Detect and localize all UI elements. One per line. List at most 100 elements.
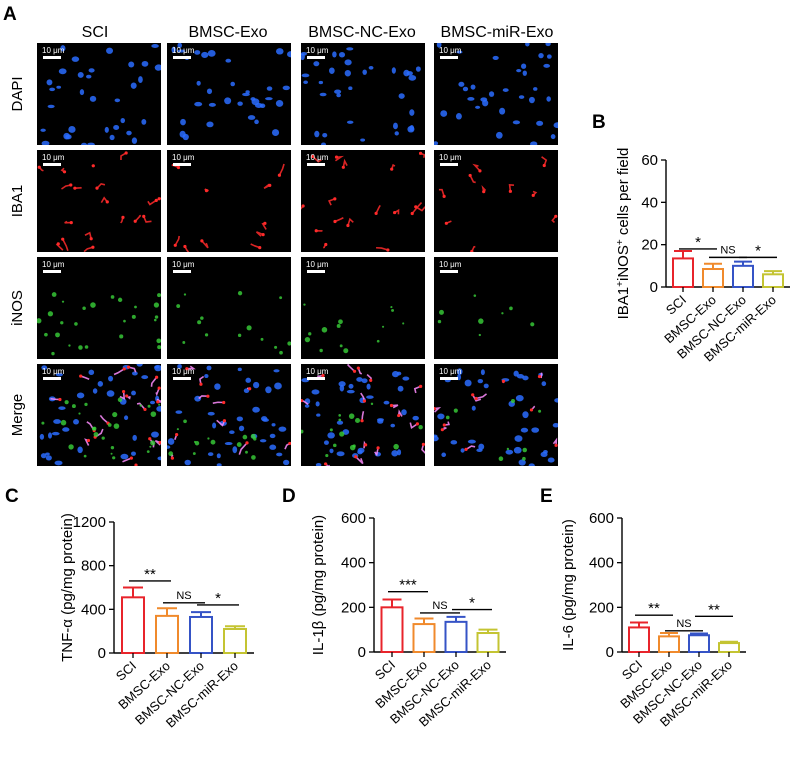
bar [672,257,694,288]
y-axis-label: IL-1β (pg/mg protein) [310,515,327,655]
y-tick-label: 600 [341,510,366,527]
micrograph-iba1: 10 μm [301,150,425,252]
bar [762,273,784,288]
y-tick-label: 0 [606,644,614,661]
micrograph-dapi: 10 μm [301,43,425,145]
svg-text:10 μm: 10 μm [172,46,195,55]
y-axis-label: TNF-α (pg/mg protein) [59,513,76,662]
svg-text:10 μm: 10 μm [42,367,65,376]
scale-bar: 10 μm [172,46,195,59]
bar [121,596,145,655]
y-axis-label-part: IBA1 [615,287,632,320]
micrograph-inos: 10 μm [434,257,558,359]
y-axis-label-part: cells per field [615,148,632,240]
micrograph-merge: 10 μm [37,364,161,466]
category-label: SCI [372,657,398,683]
scale-bar: 10 μm [172,367,195,380]
scale-bar: 10 μm [172,153,195,166]
row-label: Merge [9,394,26,437]
bar [658,635,680,653]
svg-text:10 μm: 10 μm [439,260,462,269]
svg-text:10 μm: 10 μm [42,153,65,162]
y-axis-label: IL-6 (pg/mg protein) [560,519,577,651]
significance-label: ** [708,601,720,618]
y-axis-label: IBA1+iNOS+ cells per field [615,148,633,320]
scale-bar: 10 μm [172,260,195,273]
bar [702,268,724,288]
micrograph-grid: SCI BMSC-Exo BMSC-NC-Exo BMSC-miR-Exo DAPI 10… [9,24,558,466]
svg-text:10 μm: 10 μm [42,260,65,269]
y-tick-label: 400 [81,601,106,618]
svg-text:10 μm: 10 μm [306,367,329,376]
micrograph-dapi: 10 μm [37,43,161,145]
row-label: DAPI [9,76,26,111]
y-tick-label: 0 [98,645,106,662]
scale-bar: 10 μm [306,46,329,59]
svg-text:10 μm: 10 μm [306,260,329,269]
column-header: BMSC-Exo [188,24,267,41]
svg-text:10 μm: 10 μm [172,153,195,162]
micrograph-iba1: 10 μm [434,150,558,252]
micrograph-dapi: 10 μm [167,43,291,145]
significance-label: NS [720,244,735,256]
svg-text:10 μm: 10 μm [172,260,195,269]
panel-letter-e: E [540,486,553,507]
significance-label: * [755,242,761,259]
scale-bar: 10 μm [306,367,329,380]
column-header: BMSC-NC-Exo [308,24,416,41]
bar [718,642,740,653]
panel-letter-d: D [282,486,296,507]
scale-bar: 10 μm [306,260,329,273]
micrograph-iba1: 10 μm [37,150,161,252]
svg-text:10 μm: 10 μm [172,367,195,376]
significance-label: NS [676,618,691,630]
y-axis-label-part: iNOS [615,245,632,281]
svg-text:10 μm: 10 μm [306,153,329,162]
scale-bar: 10 μm [42,153,65,166]
svg-text:10 μm: 10 μm [42,46,65,55]
scale-bar: 10 μm [439,153,462,166]
scale-bar: 10 μm [439,46,462,59]
y-tick-label: 400 [589,555,614,572]
y-tick-label: 800 [81,558,106,575]
y-tick-label: 600 [589,510,614,527]
significance-label: * [215,590,221,607]
bar [732,264,754,289]
scale-bar: 10 μm [42,46,65,59]
y-tick-label: 200 [341,599,366,616]
bar [155,614,179,655]
bar [189,615,213,654]
y-tick-label: 60 [641,152,658,169]
micrograph-inos: 10 μm [301,257,425,359]
micrograph-dapi: 10 μm [434,43,558,145]
micrograph-inos: 10 μm [167,257,291,359]
bar [380,606,404,653]
bar [412,623,436,653]
micrograph-iba1: 10 μm [167,150,291,252]
y-tick-label: 40 [641,194,658,211]
category-label: SCI [113,658,139,684]
significance-label: * [469,595,475,612]
scale-bar: 10 μm [306,153,329,166]
row-label: IBA1 [9,185,26,218]
column-header: SCI [82,24,109,41]
scale-bar: 10 μm [439,260,462,273]
svg-text:10 μm: 10 μm [439,153,462,162]
scale-bar: 10 μm [439,367,462,380]
scale-bar: 10 μm [42,260,65,273]
micrograph-merge: 10 μm [301,364,425,466]
y-tick-label: 20 [641,237,658,254]
significance-label: NS [176,590,191,602]
bar [688,634,710,653]
micrograph-merge: 10 μm [167,364,291,466]
y-tick-label: 1200 [73,514,106,531]
micrograph-merge: 10 μm [434,364,558,466]
y-tick-label: 200 [589,599,614,616]
column-header: BMSC-miR-Exo [441,24,554,41]
svg-text:10 μm: 10 μm [306,46,329,55]
panel-letter-a: A [3,4,17,25]
